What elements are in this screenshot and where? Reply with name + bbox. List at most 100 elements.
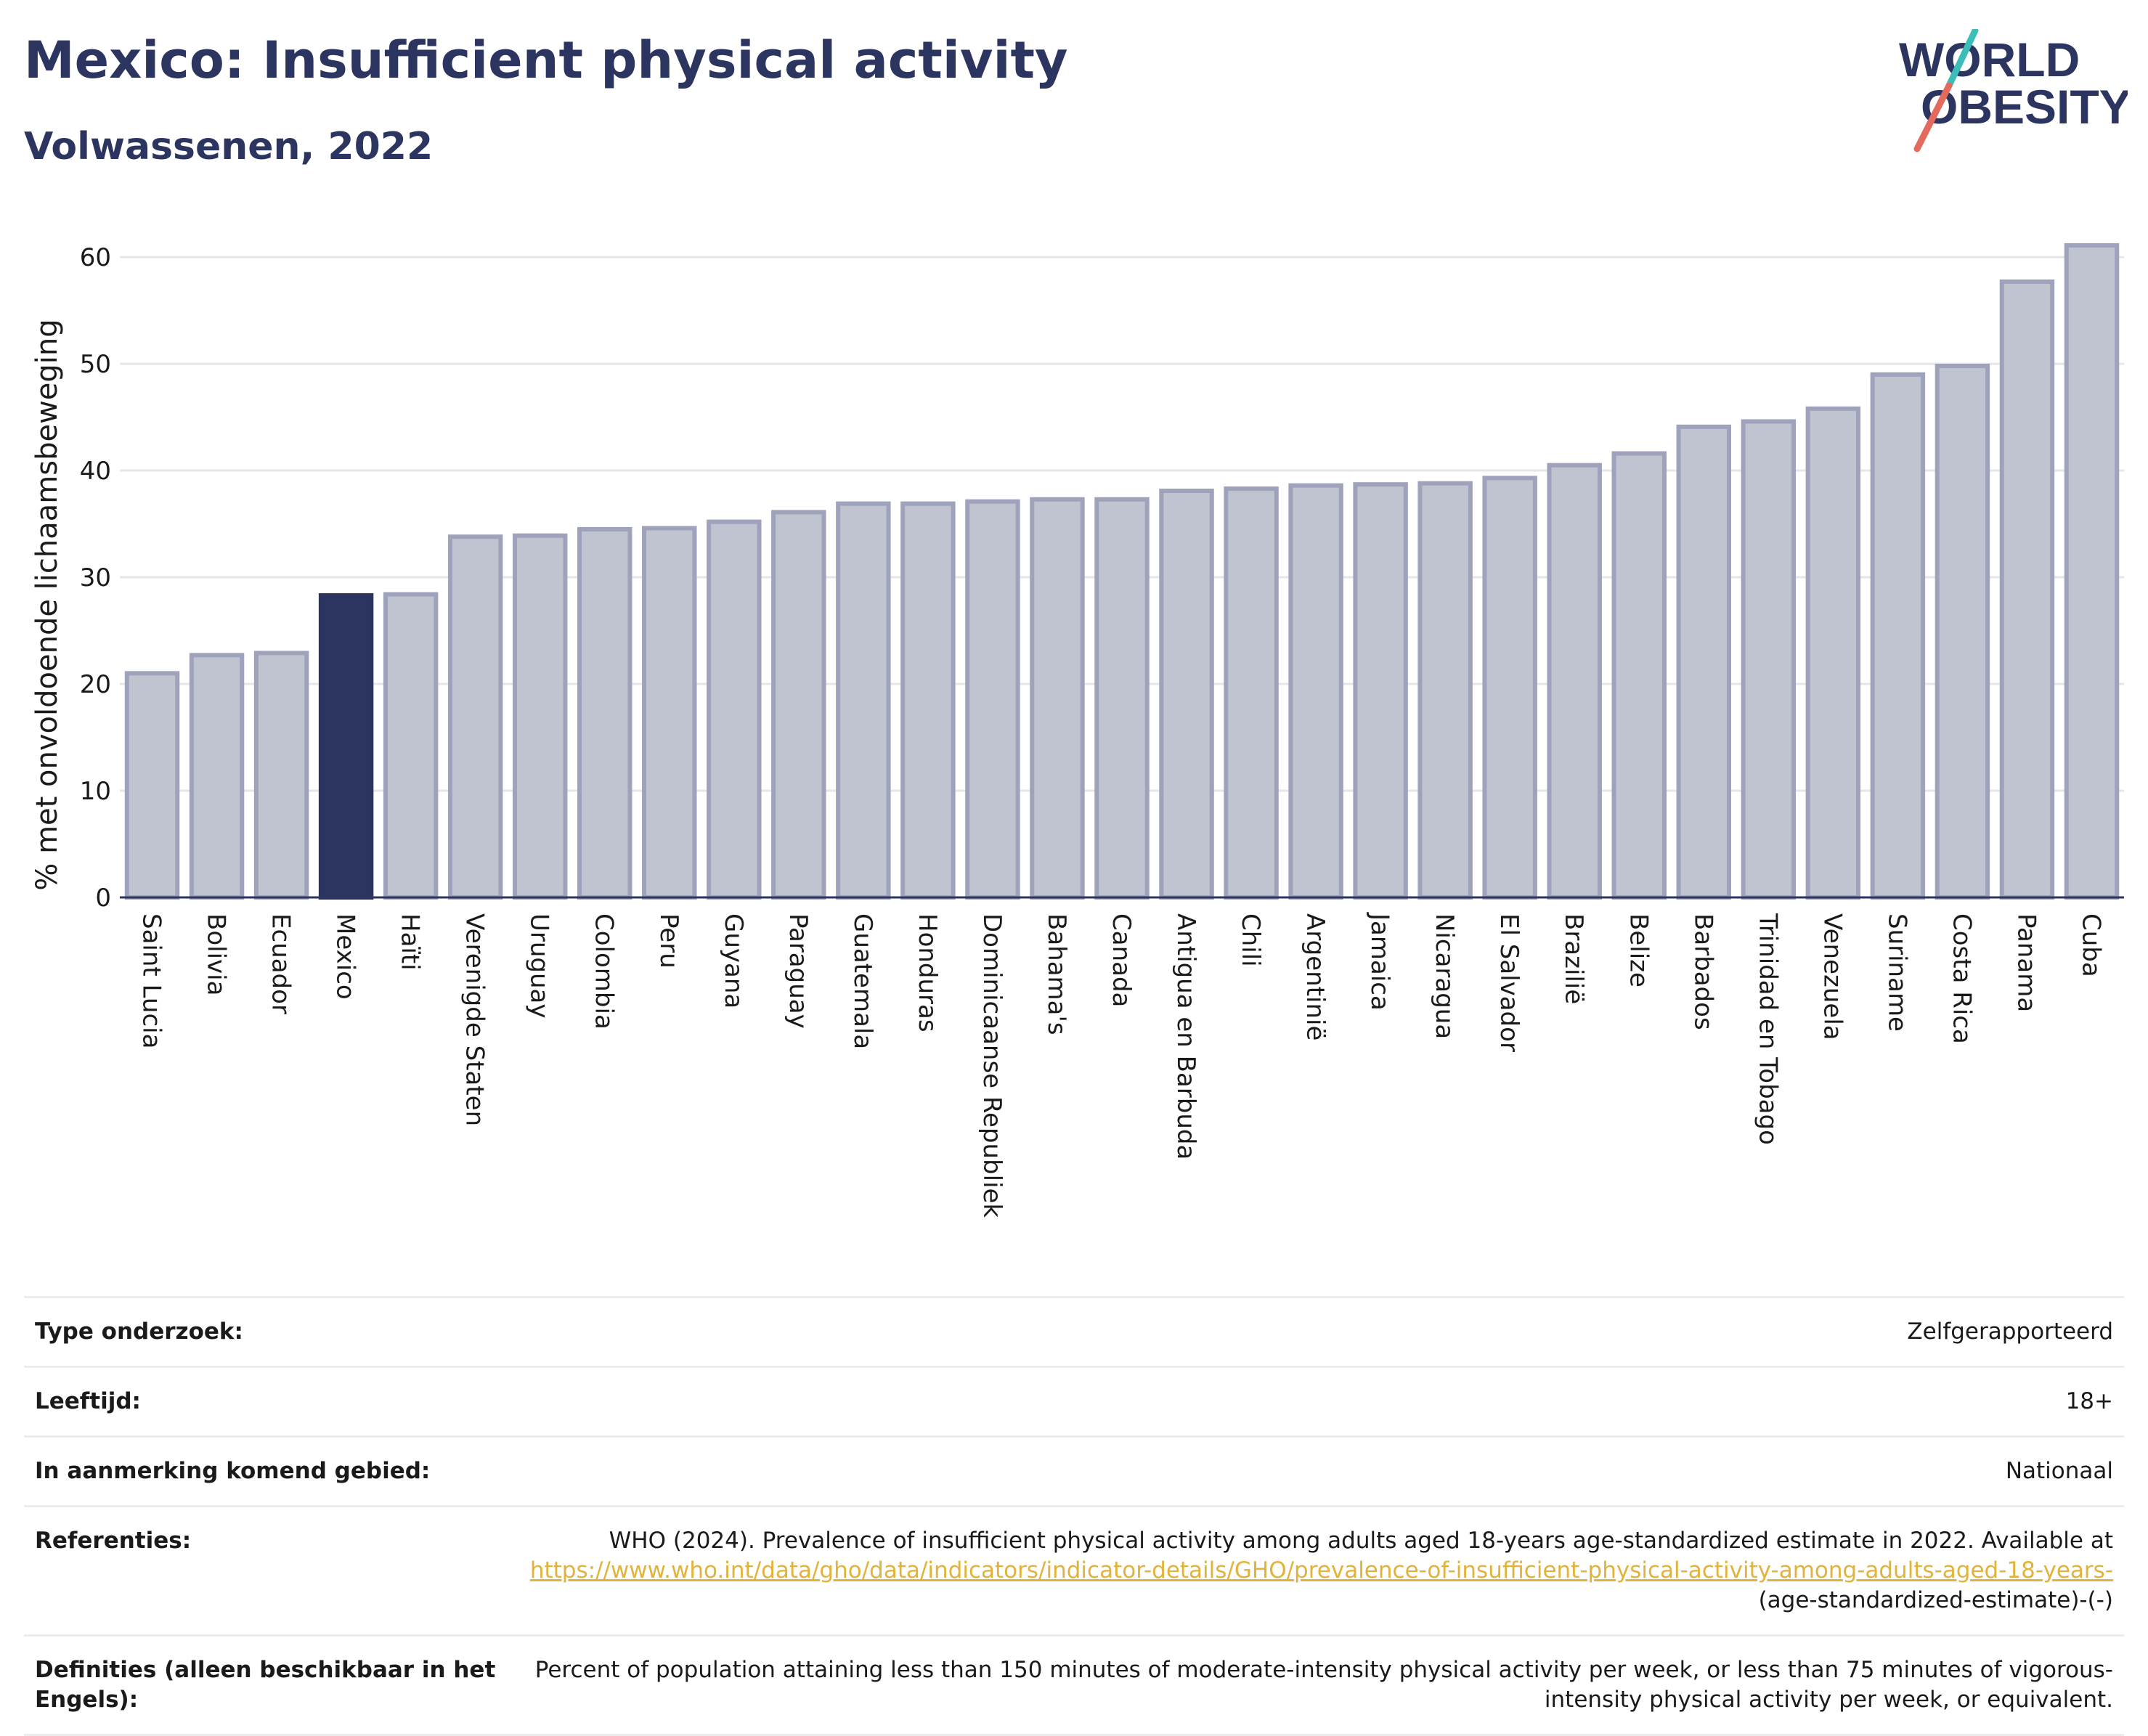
bar — [253, 651, 309, 900]
references-suffix: (age-standardized-estimate)-(-) — [1758, 1587, 2113, 1613]
area-label: In aanmerking komend gebied: — [35, 1458, 431, 1484]
bar — [577, 526, 632, 900]
x-tick-label: Honduras — [913, 913, 942, 1032]
bar — [447, 534, 503, 900]
bar — [1999, 279, 2055, 900]
bar — [1224, 486, 1279, 900]
x-tick-label: Colombia — [590, 913, 619, 1030]
bar — [1030, 497, 1085, 900]
x-axis-labels: Saint Lucia Bolivia Ecuador Mexico Haïti Vere… — [137, 912, 2106, 1218]
definitions-value: Percent of population attaining less tha… — [534, 1657, 2113, 1713]
x-tick-label: Argentinië — [1301, 913, 1330, 1040]
y-tick-label: 10 — [80, 777, 111, 806]
x-tick-label: Cuba — [2076, 913, 2105, 977]
bar-chart: 0 10 20 30 40 50 60 Saint Lucia Bolivia Ecuador M… — [30, 243, 2124, 1218]
bar — [1159, 488, 1214, 900]
bar — [707, 519, 762, 900]
x-tick-label: Verenigde Staten — [460, 913, 489, 1126]
x-tick-label: Guyana — [719, 913, 748, 1008]
survey-type-value: Zelfgerapporteerd — [1907, 1319, 2113, 1345]
x-tick-label: Canada — [1107, 913, 1136, 1007]
bar — [512, 533, 568, 900]
x-tick-label: Saint Lucia — [137, 913, 166, 1048]
info-table: Type onderzoek: Zelfgerapporteerd Leefti… — [24, 1296, 2124, 1736]
references-label: Referenties: — [35, 1528, 192, 1554]
info-row-survey-type: Type onderzoek: Zelfgerapporteerd — [24, 1298, 2124, 1368]
y-tick-label: 30 — [80, 563, 111, 592]
info-row-definitions: Definities (alleen beschikbaar in het En… — [24, 1637, 2124, 1736]
bar — [124, 671, 180, 900]
y-tick-label: 0 — [95, 884, 111, 913]
bar — [1741, 419, 1797, 900]
y-tick-label: 20 — [80, 670, 111, 699]
bar — [1676, 424, 1732, 900]
bar — [1353, 482, 1408, 900]
x-tick-label: Haïti — [396, 913, 425, 971]
world-obesity-logo: WORLD OBESITY — [1899, 29, 2128, 152]
x-tick-label: Jamaica — [1365, 912, 1394, 1011]
survey-type-label: Type onderzoek: — [35, 1319, 243, 1345]
x-tick-label: Mexico — [331, 913, 360, 1000]
bar — [836, 501, 891, 900]
definitions-label: Definities (alleen beschikbaar in het En… — [35, 1657, 496, 1713]
bar — [900, 501, 956, 900]
bar — [1288, 483, 1343, 900]
x-tick-label: Belize — [1624, 913, 1653, 987]
bar — [642, 526, 697, 900]
y-tick-label: 60 — [80, 243, 111, 272]
bar — [2064, 243, 2120, 900]
x-tick-label: Paraguay — [784, 913, 813, 1029]
bar — [1094, 497, 1150, 900]
x-tick-label: Chili — [1236, 913, 1265, 967]
y-axis-title: % met onvoldoende lichaamsbeweging — [30, 319, 64, 890]
chart-subtitle: Volwassenen, 2022 — [24, 125, 434, 168]
x-tick-label: Dominicaanse Republiek — [977, 913, 1006, 1218]
x-tick-label: Suriname — [1882, 913, 1911, 1032]
y-tick-label: 40 — [80, 457, 111, 486]
info-row-age: Leeftijd: 18+ — [24, 1368, 2124, 1438]
bar — [189, 653, 245, 900]
bar — [1870, 372, 1926, 900]
chart-title: Mexico: Insufficient physical activity — [24, 30, 1068, 90]
x-tick-label: Guatemala — [848, 913, 877, 1049]
x-tick-label: Barbados — [1688, 913, 1717, 1030]
logo-text-obesity: OBESITY — [1921, 80, 2128, 134]
x-tick-label: Antigua en Barbuda — [1171, 913, 1200, 1160]
bar — [1805, 406, 1861, 900]
references-link[interactable]: https://www.who.int/data/gho/data/indica… — [529, 1557, 2113, 1584]
bar — [1935, 364, 1990, 900]
age-value: 18+ — [2065, 1388, 2113, 1414]
logo-text-world: WORLD — [1899, 33, 2080, 86]
x-tick-label: Venezuela — [1818, 913, 1847, 1040]
info-row-area: In aanmerking komend gebied: Nationaal — [24, 1438, 2124, 1507]
x-tick-label: Trinidad en Tobago — [1753, 913, 1782, 1145]
bar — [1482, 476, 1537, 900]
area-value: Nationaal — [2005, 1458, 2113, 1484]
x-tick-label: Panama — [2011, 913, 2041, 1012]
bar-highlight — [318, 593, 374, 900]
bars — [124, 243, 2120, 900]
x-tick-label: El Salvador — [1494, 913, 1523, 1052]
x-tick-label: Brazilië — [1559, 913, 1588, 1004]
x-tick-label: Ecuador — [267, 913, 296, 1014]
bar — [1611, 451, 1667, 900]
y-axis-ticks: 0 10 20 30 40 50 60 — [80, 243, 111, 913]
x-tick-label: Bolivia — [202, 913, 231, 995]
y-tick-label: 50 — [80, 350, 111, 379]
references-text: WHO (2024). Prevalence of insufficient p… — [609, 1528, 2113, 1554]
bar — [771, 510, 826, 900]
age-label: Leeftijd: — [35, 1388, 141, 1414]
x-tick-label: Peru — [654, 913, 683, 969]
x-tick-label: Uruguay — [525, 913, 554, 1019]
references-value: WHO (2024). Prevalence of insufficient p… — [500, 1526, 2113, 1615]
logo-slash-coral — [1913, 82, 1953, 152]
bar — [1417, 481, 1473, 900]
bar — [1547, 462, 1602, 900]
bar — [965, 499, 1020, 900]
bar — [383, 592, 439, 900]
info-row-references: Referenties: WHO (2024). Prevalence of i… — [24, 1507, 2124, 1637]
x-tick-label: Nicaragua — [1430, 913, 1459, 1039]
x-tick-label: Costa Rica — [1947, 913, 1976, 1044]
x-tick-label: Bahama's — [1042, 913, 1071, 1035]
logo-slash-teal — [1945, 29, 1979, 89]
